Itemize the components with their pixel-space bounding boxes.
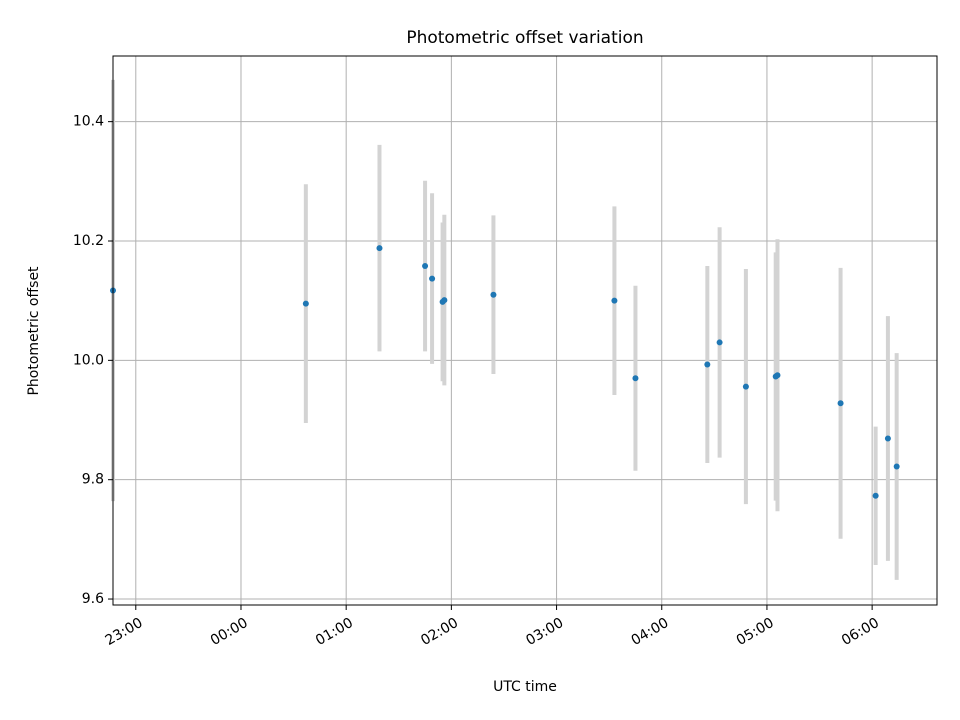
- y-tick-label: 9.8: [82, 472, 104, 488]
- data-point: [884, 435, 891, 442]
- data-point: [742, 383, 749, 390]
- data-point: [302, 300, 309, 307]
- plot-frame: [112, 55, 938, 606]
- data-point: [893, 463, 900, 470]
- y-axis: 9.6 9.8 10.0 10.2 10.4: [73, 114, 113, 607]
- data-point: [632, 375, 639, 382]
- data-point: [422, 263, 429, 270]
- y-axis-label: Photometric offset: [26, 266, 42, 396]
- data-point: [429, 275, 436, 282]
- data-point: [611, 297, 618, 304]
- data-point: [774, 372, 781, 379]
- y-tick-label: 9.6: [82, 591, 104, 607]
- plot-area: [110, 55, 938, 606]
- x-axis-label: UTC time: [493, 679, 557, 695]
- data-point: [490, 291, 497, 298]
- data-point: [704, 361, 711, 368]
- data-point: [376, 245, 383, 252]
- data-point: [441, 297, 448, 304]
- data-point: [716, 339, 723, 346]
- data-point: [872, 492, 879, 499]
- data-point: [837, 400, 844, 407]
- chart-title: Photometric offset variation: [406, 28, 643, 48]
- grid: [113, 56, 937, 605]
- y-tick-label: 10.4: [73, 114, 104, 130]
- y-tick-label: 10.2: [73, 233, 104, 249]
- data-points: [110, 245, 900, 499]
- y-tick-label: 10.0: [73, 352, 104, 368]
